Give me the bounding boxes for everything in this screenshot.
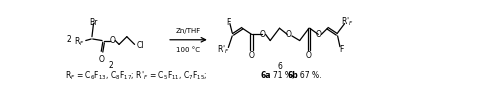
Text: O: O xyxy=(316,30,321,39)
Text: 100 °C: 100 °C xyxy=(176,47,201,53)
Text: Br: Br xyxy=(90,18,98,27)
Text: 6a: 6a xyxy=(260,71,270,80)
Text: R$_F$ = C$_6$F$_{13}$, C$_8$F$_{17}$; R'$_F$ = C$_5$F$_{11}$, C$_7$F$_{15}$;: R$_F$ = C$_6$F$_{13}$, C$_8$F$_{17}$; R'… xyxy=(65,70,213,82)
Text: O: O xyxy=(260,30,266,39)
Text: R$_F$: R$_F$ xyxy=(74,36,85,48)
Text: 6: 6 xyxy=(277,62,282,71)
Text: : 67 %.: : 67 %. xyxy=(295,71,322,80)
Text: F: F xyxy=(340,45,344,54)
Text: 2: 2 xyxy=(66,35,71,44)
Text: 2: 2 xyxy=(108,61,113,70)
Text: O: O xyxy=(109,36,115,45)
Text: O: O xyxy=(248,51,254,60)
Text: Zn/THF: Zn/THF xyxy=(176,28,201,34)
Text: 6b: 6b xyxy=(287,71,298,80)
Text: F: F xyxy=(226,18,230,27)
Text: : 71 %;: : 71 %; xyxy=(268,71,297,80)
Text: R'$_F$: R'$_F$ xyxy=(216,44,229,56)
Text: O: O xyxy=(99,55,105,64)
Text: Cl: Cl xyxy=(137,41,144,50)
Text: O: O xyxy=(286,30,292,39)
Text: O: O xyxy=(306,51,312,60)
Text: R'$_F$: R'$_F$ xyxy=(342,16,354,28)
